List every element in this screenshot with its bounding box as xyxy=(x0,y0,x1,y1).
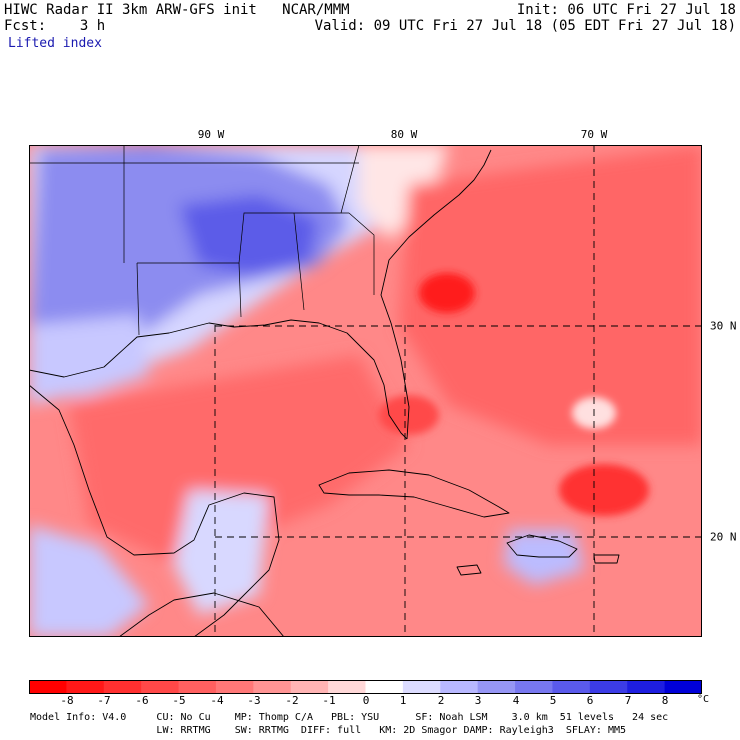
warm-atlantic xyxy=(399,145,702,445)
cuba-outline xyxy=(318,469,510,518)
cool-southwest xyxy=(29,525,149,637)
colorbar-swatch xyxy=(141,680,180,694)
border-7 xyxy=(340,145,360,214)
colorbar-tick: -7 xyxy=(97,694,111,707)
coastlines xyxy=(29,149,620,637)
colorbar-tick: 4 xyxy=(512,694,520,707)
colorbar-tick: 2 xyxy=(437,694,445,707)
colorbar-swatch xyxy=(365,680,404,694)
map-frame xyxy=(29,145,702,637)
border-2 xyxy=(136,262,140,336)
max-east-atlantic xyxy=(559,464,649,516)
model-title: HIWC Radar II 3km ARW-GFS init NCAR/MMM xyxy=(4,2,350,18)
colorbar-tick: -4 xyxy=(210,694,224,707)
field-name: Lifted index xyxy=(8,36,102,51)
model-info-line2: LW: RRTMG SW: RRTMG DIFF: full KM: 2D Sm… xyxy=(30,725,627,736)
lon-label-80w: 80 W xyxy=(390,128,418,141)
colorbar-swatch xyxy=(215,680,254,694)
border-3 xyxy=(137,212,349,264)
colorbar-tick: 1 xyxy=(399,694,407,707)
colorbar-swatch xyxy=(328,680,367,694)
colorbar-tick: 8 xyxy=(661,694,669,707)
border-6 xyxy=(348,212,375,295)
colorbar-swatch xyxy=(103,680,142,694)
colorbar-swatch xyxy=(552,680,591,694)
jamaica-outline xyxy=(456,564,482,576)
colorbar-unit: °C xyxy=(697,694,710,705)
colorbar-tick: -2 xyxy=(285,694,299,707)
model-info-line1: Model Info: V4.0 CU: No Cu MP: Thomp C/A… xyxy=(30,712,669,723)
warm-gulf xyxy=(69,355,409,565)
florida-east-coast xyxy=(380,149,492,440)
colorbar-swatch xyxy=(589,680,628,694)
colorbar-tick: 6 xyxy=(586,694,594,707)
colorbar-swatch xyxy=(627,680,666,694)
cool-yucatan xyxy=(174,490,269,615)
forecast-hour: Fcst: 3 h xyxy=(4,18,106,34)
header-right: Init: 06 UTC Fri 27 Jul 18 Valid: 09 UTC … xyxy=(315,2,736,34)
lon-label-70w: 70 W xyxy=(580,128,608,141)
puerto-rico-outline xyxy=(593,554,620,564)
central-america-coast xyxy=(118,592,285,637)
max-cuba-north xyxy=(379,395,439,435)
us-gulf-coast xyxy=(29,319,408,440)
colorbar-tick: -8 xyxy=(60,694,74,707)
init-time: Init: 06 UTC Fri 27 Jul 18 xyxy=(516,2,736,18)
colorbar-tick: -3 xyxy=(247,694,261,707)
lat-label-20n: 20 N xyxy=(710,530,737,544)
colorbar-swatch xyxy=(178,680,217,694)
colorbar-tick: 7 xyxy=(624,694,632,707)
colorbar-swatch xyxy=(440,680,479,694)
colorbar-swatch xyxy=(664,680,702,694)
colorbar-swatch xyxy=(66,680,105,694)
colorbar-swatch xyxy=(515,680,554,694)
graticule xyxy=(214,145,702,637)
colorbar-tick: -6 xyxy=(135,694,149,707)
valid-time: Valid: 09 UTC Fri 27 Jul 18 (05 EDT Fri … xyxy=(314,18,736,34)
colorbar-tick: 5 xyxy=(549,694,557,707)
colorbar-tick: -1 xyxy=(322,694,336,707)
max-georgia-offshore xyxy=(419,273,475,313)
cold-core-north xyxy=(29,145,349,345)
hispaniola-outline xyxy=(506,534,578,558)
border-5 xyxy=(293,212,305,311)
colorbar-frame xyxy=(29,680,702,694)
neutral-north xyxy=(359,145,449,240)
colorbar-swatch xyxy=(290,680,329,694)
colorbar-swatch xyxy=(253,680,292,694)
colorbar-tick: 3 xyxy=(474,694,482,707)
lat-label-30n: 30 N xyxy=(710,319,737,333)
border-4 xyxy=(238,262,242,318)
lon-label-90w: 90 W xyxy=(197,128,225,141)
field-shading xyxy=(29,145,702,637)
state-borders xyxy=(29,145,375,336)
lifted-index-map xyxy=(29,145,702,637)
mexico-coast xyxy=(29,384,280,637)
colorbar-tick: 0 xyxy=(362,694,370,707)
colorbar-swatch xyxy=(29,680,67,694)
cool-region-nw-coast xyxy=(29,315,149,400)
header-left: HIWC Radar II 3km ARW-GFS init NCAR/MMM F… xyxy=(4,2,350,34)
colorbar xyxy=(29,680,702,694)
colorbar-tick: -5 xyxy=(172,694,186,707)
strong-cold-core xyxy=(179,195,319,275)
colorbar-swatch xyxy=(402,680,441,694)
colorbar-swatch xyxy=(477,680,516,694)
cool-caribbean xyxy=(504,530,584,585)
